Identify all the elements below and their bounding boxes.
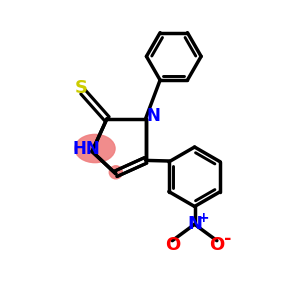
Text: S: S [75,80,88,98]
Ellipse shape [75,134,115,163]
Text: O: O [209,236,224,254]
Text: +: + [197,211,209,225]
Text: N: N [187,215,202,233]
Text: HN: HN [73,140,100,158]
Circle shape [109,166,122,179]
Text: N: N [146,107,160,125]
Text: O: O [165,236,180,254]
Text: -: - [224,230,232,248]
